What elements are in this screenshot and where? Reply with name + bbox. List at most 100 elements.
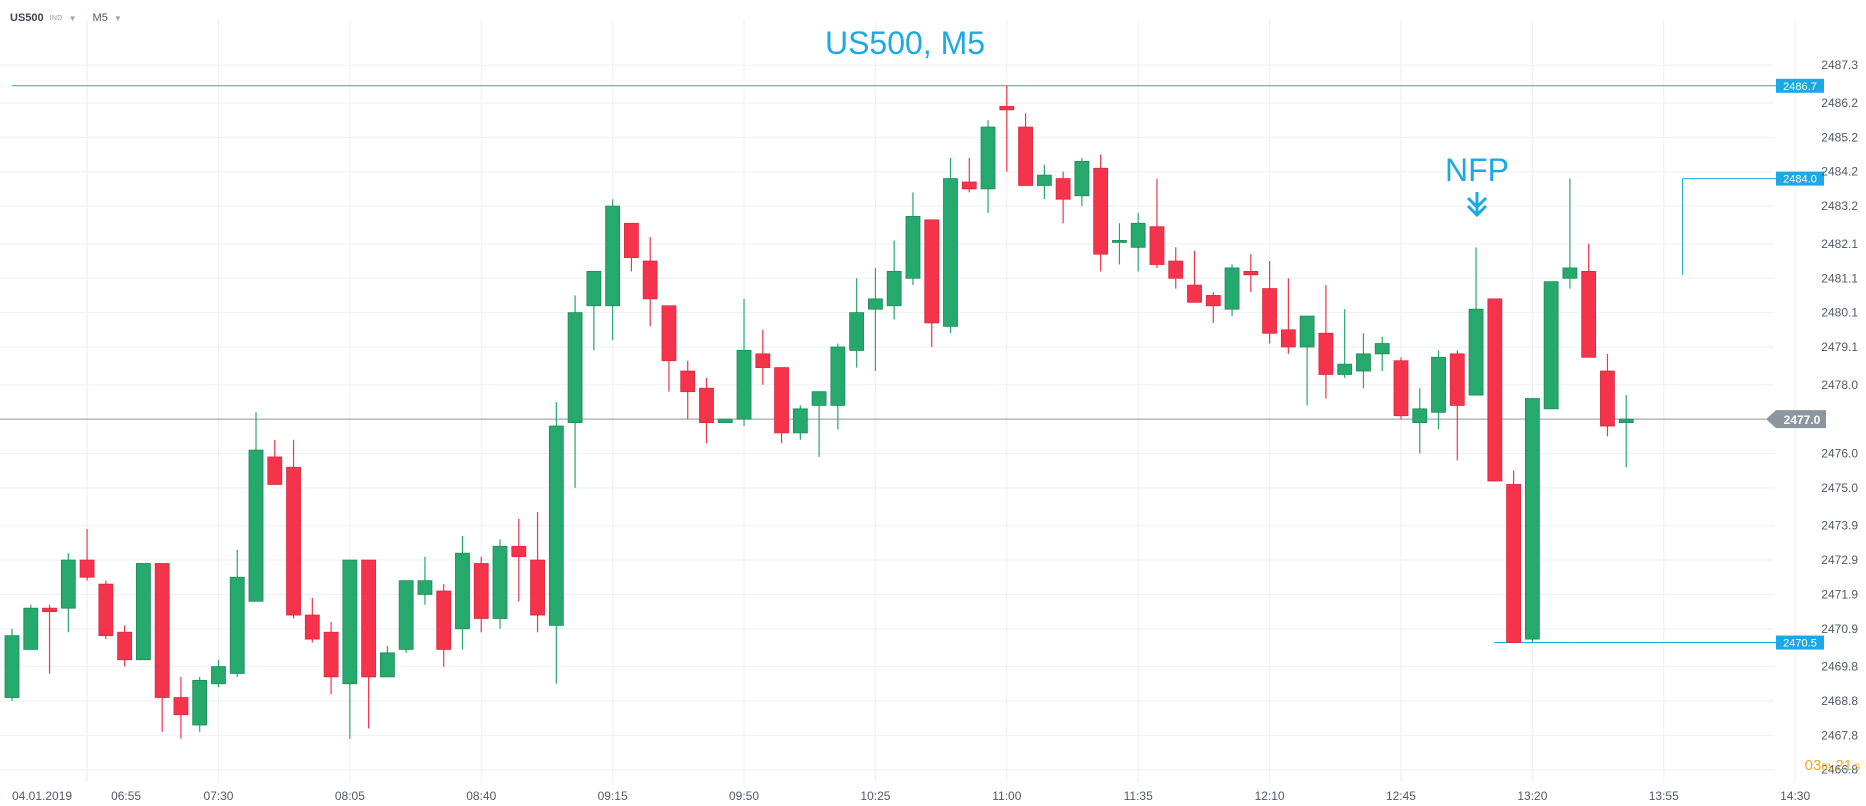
nfp-label: NFP	[1445, 152, 1509, 188]
candle-body	[811, 391, 827, 406]
candle-bearish	[1018, 113, 1033, 186]
candle-body	[361, 559, 377, 678]
candle-bearish	[1393, 357, 1409, 420]
candle-bullish	[792, 405, 808, 440]
time-tick-label: 12:10	[1255, 789, 1285, 803]
price-tick-label: 2481.1	[1821, 271, 1858, 285]
candle-body	[1356, 353, 1371, 372]
candle-bullish	[717, 418, 733, 423]
chevron-down-icon[interactable]: ▼	[68, 13, 77, 23]
candle-body	[286, 466, 301, 616]
candle-bullish	[849, 278, 865, 368]
candle-bullish	[830, 343, 846, 430]
candle-body	[530, 559, 545, 616]
current-price-tag	[1766, 410, 1826, 429]
price-tick-label: 2473.9	[1821, 519, 1858, 533]
chart-toolbar: US500 IND ▼ M5 ▼	[10, 8, 132, 28]
candle-body	[548, 425, 564, 626]
countdown-seconds: 21	[1835, 757, 1852, 774]
candle-bearish	[154, 563, 170, 732]
candle-bearish	[1262, 261, 1277, 344]
time-tick-label: 09:15	[598, 789, 628, 803]
time-tick-label: 11:00	[992, 789, 1021, 803]
candle-bullish	[548, 401, 564, 684]
candle-bearish	[1600, 353, 1615, 437]
candle-body	[117, 631, 133, 661]
candle-body	[680, 370, 696, 393]
candle-body	[755, 353, 771, 369]
time-tick-label: 13:20	[1517, 789, 1547, 803]
candle-bearish	[1187, 250, 1202, 303]
candle-body	[455, 552, 470, 630]
chevron-down-icon[interactable]: ▼	[113, 13, 122, 23]
price-tick-label: 2480.1	[1821, 306, 1858, 320]
candle-bullish	[342, 559, 358, 739]
price-tick-label: 2479.1	[1821, 340, 1858, 354]
candle-bullish	[605, 199, 621, 341]
level-price-tag	[1776, 78, 1824, 93]
candle-bearish	[173, 676, 189, 739]
price-tick-label: 2485.2	[1821, 130, 1858, 144]
candle-bullish	[905, 192, 921, 286]
price-tick-label: 2471.9	[1821, 587, 1858, 601]
candle-bullish	[1356, 333, 1371, 389]
price-tick-label: 2470.9	[1821, 622, 1858, 636]
candle-body	[60, 559, 76, 609]
candle-body	[304, 614, 320, 640]
candle-body	[1562, 267, 1578, 279]
candle-bullish	[211, 659, 226, 688]
time-tick-label: 11:35	[1124, 789, 1153, 803]
candle-body	[1149, 226, 1165, 265]
time-tick-label: 09:50	[729, 789, 759, 803]
candle-bullish	[1618, 395, 1634, 468]
candle-bearish	[1449, 350, 1465, 461]
candle-body	[211, 666, 226, 685]
candle-bearish	[1280, 278, 1296, 354]
candle-body	[1449, 353, 1465, 406]
candle-body	[1168, 260, 1184, 279]
candle-body	[586, 270, 602, 307]
candle-bullish	[1224, 264, 1240, 317]
candle-body	[980, 126, 996, 190]
countdown-minutes: 03	[1805, 757, 1822, 774]
candle-body	[436, 590, 452, 650]
date-label: 04.01.2019	[12, 789, 72, 803]
candle-body	[1243, 270, 1259, 276]
candle-bullish	[980, 120, 996, 213]
price-tick-label: 2469.8	[1821, 660, 1858, 674]
candle-body	[624, 222, 639, 259]
candle-bullish	[586, 270, 602, 351]
candle-body	[473, 563, 489, 619]
candle-body	[248, 449, 264, 602]
candle-bullish	[567, 295, 583, 488]
candle-bearish	[999, 85, 1015, 172]
time-tick-label: 14:30	[1780, 789, 1810, 803]
time-tick-label: 12:45	[1386, 789, 1416, 803]
candle-bullish	[1543, 281, 1559, 410]
candle-bearish	[1168, 247, 1184, 289]
candle-bullish	[1074, 157, 1090, 207]
timeframe-selector[interactable]: M5	[92, 12, 108, 24]
candle-body	[1337, 363, 1353, 375]
candle-bullish	[1468, 247, 1484, 396]
candle-bearish	[473, 556, 489, 633]
candle-bearish	[323, 621, 339, 695]
candle-body	[642, 260, 658, 300]
price-tick-label: 2472.9	[1821, 553, 1858, 567]
candle-bullish	[943, 157, 958, 334]
candle-body	[79, 559, 95, 578]
countdown-s-unit: s	[1854, 759, 1860, 773]
time-tick-label: 07:30	[203, 789, 233, 803]
candle-bullish	[886, 240, 902, 320]
time-tick-label: 10:25	[860, 789, 890, 803]
candle-body	[135, 563, 151, 661]
candle-bearish	[1093, 154, 1109, 272]
symbol-selector[interactable]: US500	[10, 12, 44, 24]
candle-body	[4, 635, 20, 698]
candle-bullish	[1412, 388, 1428, 454]
candle-body	[999, 106, 1015, 111]
candle-body	[774, 367, 789, 434]
candle-bullish	[229, 549, 245, 677]
candle-body	[849, 312, 865, 351]
